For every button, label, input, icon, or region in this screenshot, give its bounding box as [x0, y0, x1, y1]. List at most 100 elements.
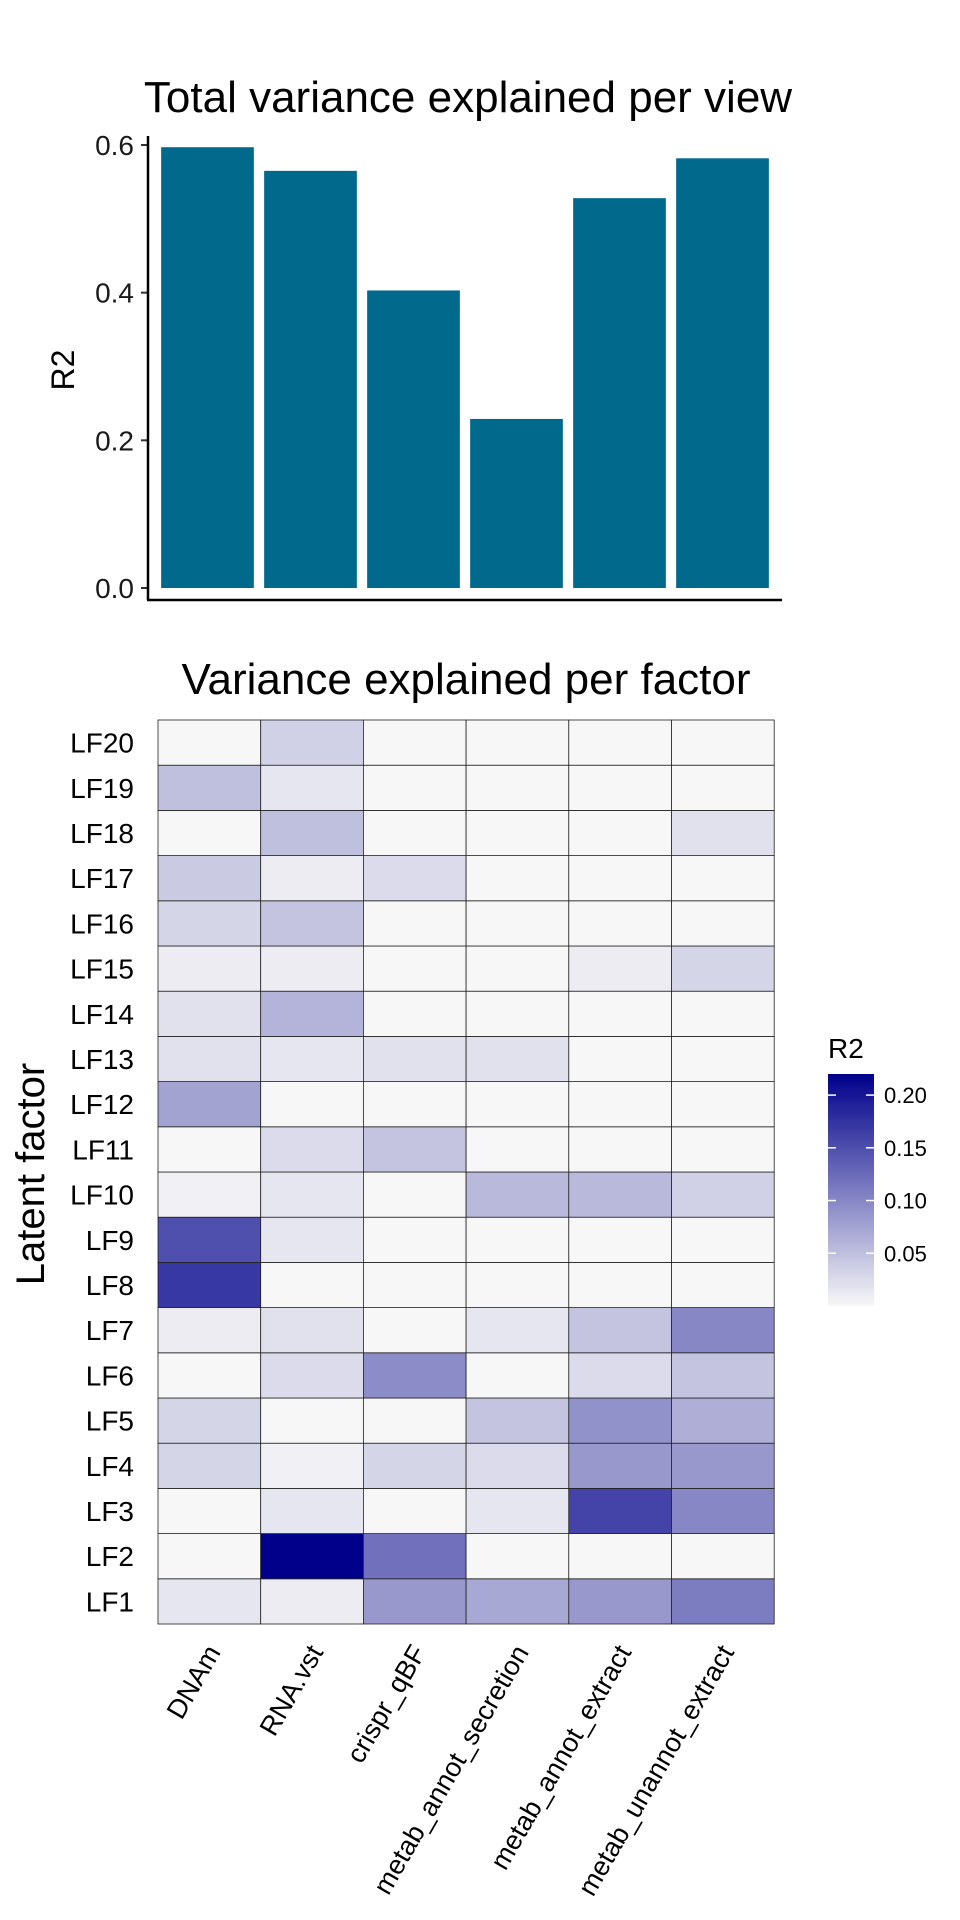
heatmap-cell-LF18-metab_unannot_extract	[671, 810, 775, 857]
heatmap-cell-LF15-metab_annot_secretion	[465, 945, 570, 992]
heatmap-cell-LF17-metab_unannot_extract	[671, 855, 775, 902]
heatmap-cell-LF10-crispr_qBF	[362, 1171, 467, 1218]
heatmap-cell-LF5-metab_annot_extract	[568, 1397, 672, 1444]
heatmap-cell-LF15-metab_unannot_extract	[671, 945, 775, 992]
colorbar	[828, 1074, 874, 1306]
legend-tick-label: 0.20	[884, 1083, 927, 1108]
heatmap-x-label-crispr_qBF: crispr_qBF	[341, 1640, 432, 1768]
heatmap-cell-LF7-metab_annot_secretion	[465, 1307, 570, 1354]
heatmap-cell-LF5-metab_annot_secretion	[465, 1397, 570, 1444]
heatmap-cell-LF18-metab_annot_extract	[568, 810, 672, 857]
heatmap-cell-LF11-DNAm	[157, 1126, 262, 1173]
heatmap-cell-LF1-metab_annot_secretion	[465, 1578, 570, 1625]
heatmap-x-label-DNAm: DNAm	[161, 1640, 227, 1724]
heatmap-cell-LF13-metab_annot_extract	[568, 1036, 672, 1083]
heatmap-cell-LF9-metab_unannot_extract	[671, 1216, 775, 1263]
bar-layer	[161, 147, 769, 589]
heatmap-cell-LF5-DNAm	[157, 1397, 262, 1444]
heatmap-cell-LF13-metab_annot_secretion	[465, 1036, 570, 1083]
legend-ticks: 0.05 0.10 0.15 0.20	[828, 1083, 927, 1266]
heatmap-y-tick-labels: LF1 LF2 LF3 LF4 LF5 LF6 LF7 LF8 LF9 LF10 LF11 LF12 L…	[70, 728, 134, 1618]
heatmap-cell-LF11-metab_annot_extract	[568, 1126, 672, 1173]
bar-y-tick-label: 0.4	[95, 278, 134, 309]
heatmap-cell-LF20-metab_unannot_extract	[671, 719, 775, 766]
heatmap-cell-LF5-RNA.vst	[260, 1397, 364, 1444]
heatmap-y-label-LF8: LF8	[86, 1270, 134, 1301]
heatmap-cell-LF14-metab_annot_extract	[568, 990, 672, 1037]
heatmap-cell-LF12-RNA.vst	[260, 1081, 364, 1128]
heatmap-x-tick-labels: DNAm RNA.vst crispr_qBFmetab_annot_secreti…	[161, 1640, 740, 1901]
heatmap-cell-LF19-metab_unannot_extract	[671, 764, 775, 811]
heatmap-cell-LF12-metab_unannot_extract	[671, 1081, 775, 1128]
heatmap-cell-LF11-metab_unannot_extract	[671, 1126, 775, 1173]
heatmap-cell-LF14-metab_unannot_extract	[671, 990, 775, 1037]
heatmap-cell-LF19-metab_annot_extract	[568, 764, 672, 811]
heatmap-cell-LF13-crispr_qBF	[362, 1036, 467, 1083]
heatmap-cell-LF20-RNA.vst	[260, 719, 364, 766]
heatmap-cell-LF1-crispr_qBF	[362, 1578, 467, 1625]
heatmap-cell-LF20-crispr_qBF	[362, 719, 467, 766]
bar-metab_annot_extract	[573, 198, 666, 588]
heatmap-cell-LF6-metab_annot_secretion	[465, 1352, 570, 1399]
heatmap-cell-LF4-metab_annot_secretion	[465, 1442, 570, 1489]
heatmap-y-label-LF2: LF2	[86, 1541, 134, 1572]
heatmap-cell-LF13-RNA.vst	[260, 1036, 364, 1083]
heatmap-cell-LF10-RNA.vst	[260, 1171, 364, 1218]
heatmap-cell-LF10-metab_annot_extract	[568, 1171, 672, 1218]
heatmap-cell-LF16-DNAm	[157, 900, 262, 947]
heatmap-y-label-LF13: LF13	[70, 1044, 134, 1075]
heatmap-cell-LF19-RNA.vst	[260, 764, 364, 811]
heatmap-cell-LF3-metab_unannot_extract	[671, 1488, 775, 1535]
heatmap-y-label-LF1: LF1	[86, 1586, 134, 1617]
legend-tick-label: 0.10	[884, 1189, 927, 1214]
heatmap-cell-LF6-RNA.vst	[260, 1352, 364, 1399]
heatmap-cell-LF7-DNAm	[157, 1307, 262, 1354]
heatmap-cell-LF2-metab_unannot_extract	[671, 1533, 775, 1580]
heatmap-cell-LF7-metab_annot_extract	[568, 1307, 672, 1354]
heatmap-y-label-LF5: LF5	[86, 1406, 134, 1437]
heatmap-cell-LF7-crispr_qBF	[362, 1307, 467, 1354]
bar-chart-title: Total variance explained per view	[144, 73, 792, 122]
heatmap-cell-LF15-DNAm	[157, 945, 262, 992]
heatmap-cell-LF3-RNA.vst	[260, 1488, 364, 1535]
heatmap-cell-LF17-DNAm	[157, 855, 262, 902]
heatmap-cell-LF8-metab_annot_secretion	[465, 1262, 570, 1309]
heatmap-cell-LF9-crispr_qBF	[362, 1216, 467, 1263]
heatmap-cell-LF13-metab_unannot_extract	[671, 1036, 775, 1083]
heatmap-cell-LF10-metab_unannot_extract	[671, 1171, 775, 1218]
bar-metab_annot_secretion	[470, 418, 563, 588]
colorbar-legend: R2 0.05 0.10 0.15 0.20	[828, 1033, 927, 1306]
heatmap-cell-LF16-metab_annot_extract	[568, 900, 672, 947]
legend-title: R2	[828, 1033, 864, 1064]
heatmap-y-label-LF14: LF14	[70, 999, 134, 1030]
heatmap-cell-LF10-DNAm	[157, 1171, 262, 1218]
bar-chart: Total variance explained per view R2 0.0…	[45, 73, 792, 604]
heatmap-y-label-LF4: LF4	[86, 1451, 134, 1482]
heatmap-cell-LF13-DNAm	[157, 1036, 262, 1083]
heatmap-cell-LF17-metab_annot_secretion	[465, 855, 570, 902]
heatmap-cell-LF11-crispr_qBF	[362, 1126, 467, 1173]
heatmap-cell-LF16-metab_unannot_extract	[671, 900, 775, 947]
heatmap-cell-LF15-metab_annot_extract	[568, 945, 672, 992]
heatmap-cell-LF12-metab_annot_extract	[568, 1081, 672, 1128]
heatmap-y-label-LF6: LF6	[86, 1360, 134, 1391]
heatmap-cell-LF9-metab_annot_extract	[568, 1216, 672, 1263]
heatmap-cell-LF1-metab_annot_extract	[568, 1578, 672, 1625]
heatmap-cell-LF19-crispr_qBF	[362, 764, 467, 811]
heatmap-cell-LF2-metab_annot_secretion	[465, 1533, 570, 1580]
heatmap-cell-LF5-crispr_qBF	[362, 1397, 467, 1444]
heatmap-cell-LF6-metab_annot_extract	[568, 1352, 672, 1399]
heatmap-title: Variance explained per factor	[181, 655, 750, 704]
bar-RNA.vst	[264, 170, 357, 588]
heatmap-cell-LF8-metab_unannot_extract	[671, 1262, 775, 1309]
heatmap-cell-LF16-metab_annot_secretion	[465, 900, 570, 947]
heatmap-cell-LF3-DNAm	[157, 1488, 262, 1535]
heatmap: Variance explained per factor Latent fac…	[9, 655, 775, 1901]
heatmap-cell-LF4-crispr_qBF	[362, 1442, 467, 1489]
heatmap-cell-LF18-DNAm	[157, 810, 262, 857]
heatmap-cell-LF2-DNAm	[157, 1533, 262, 1580]
heatmap-cell-LF18-metab_annot_secretion	[465, 810, 570, 857]
heatmap-cell-LF9-metab_annot_secretion	[465, 1216, 570, 1263]
heatmap-y-label-LF20: LF20	[70, 728, 134, 759]
heatmap-y-label-LF3: LF3	[86, 1496, 134, 1527]
